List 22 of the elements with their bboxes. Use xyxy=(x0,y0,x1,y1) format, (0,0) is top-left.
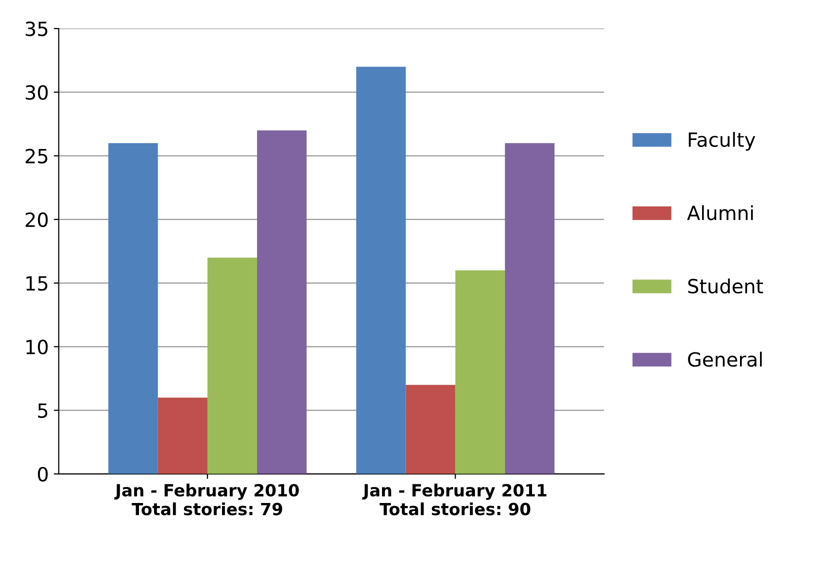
y-tick-label: 35 xyxy=(26,22,48,36)
legend-label: Student xyxy=(688,278,764,294)
y-tick-label: 25 xyxy=(26,148,48,164)
bar xyxy=(257,130,307,474)
bar xyxy=(158,398,208,474)
bar xyxy=(356,66,406,474)
bar xyxy=(207,258,258,474)
legend-label: Alumni xyxy=(687,205,753,220)
y-tick-label: 10 xyxy=(26,340,48,354)
bar xyxy=(504,143,555,474)
y-tick-label: 30 xyxy=(26,85,48,100)
y-tick-label: 5 xyxy=(38,404,48,418)
legend-label: Faculty xyxy=(688,132,756,151)
bar xyxy=(455,270,505,474)
y-tick-label: 20 xyxy=(26,212,48,228)
x-tick-label: Jan - February 2011 Total stories: 90 xyxy=(362,484,546,516)
y-tick-label: 0 xyxy=(38,466,48,482)
legend-label: General xyxy=(688,352,762,367)
x-tick-label: Jan - February 2010 Total stories: 79 xyxy=(114,484,299,516)
bar xyxy=(406,384,456,474)
y-tick-label: 15 xyxy=(26,276,48,291)
bar xyxy=(108,143,158,474)
